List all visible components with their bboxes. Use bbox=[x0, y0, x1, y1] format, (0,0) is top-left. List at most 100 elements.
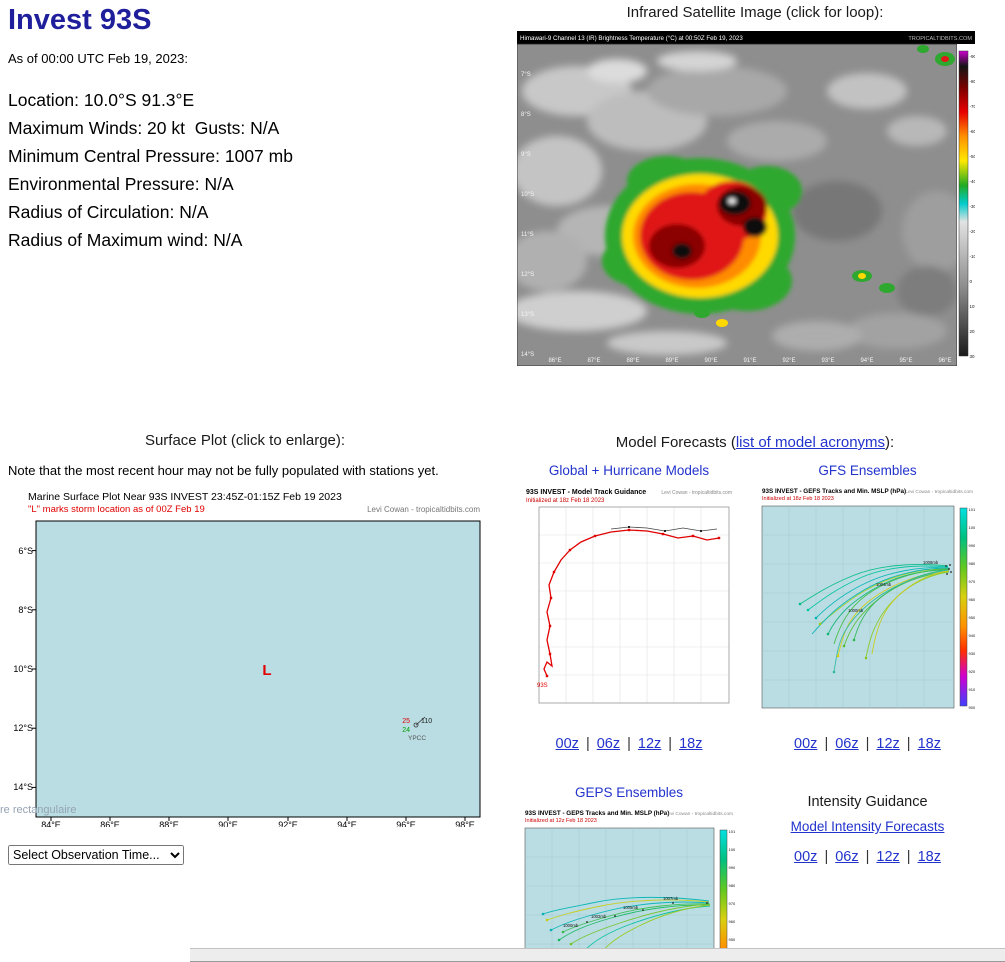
cb-label: 0 bbox=[970, 279, 973, 284]
time-link-18z[interactable]: 18z bbox=[679, 736, 703, 752]
time-link-06z[interactable]: 06z bbox=[835, 736, 859, 752]
heading-prefix: Model Forecasts ( bbox=[615, 434, 736, 451]
satellite-section: Infrared Satellite Image (click for loop… bbox=[505, 0, 1005, 366]
as-of-timestamp: As of 00:00 UTC Feb 19, 2023: bbox=[8, 51, 188, 66]
ir-colorbar bbox=[958, 50, 969, 357]
time-link-12z[interactable]: 12z bbox=[876, 736, 900, 752]
sat-lon-label: 88°E bbox=[626, 358, 639, 364]
sat-lat-label: 10°S bbox=[521, 192, 534, 198]
time-link-00z[interactable]: 00z bbox=[794, 849, 818, 865]
gefs-colorbar bbox=[959, 507, 968, 707]
cb-label: 920 bbox=[969, 669, 976, 674]
gefs-tracks-image[interactable]: 93S INVEST - GEFS Tracks and Min. MSLP (… bbox=[760, 486, 975, 716]
satellite-image[interactable]: Himawari-9 Channel 13 (IR) Brightness Te… bbox=[517, 31, 975, 366]
model-track-guidance-image[interactable]: 93S INVEST - Model Track Guidance Initia… bbox=[523, 486, 735, 716]
track-grid bbox=[539, 507, 729, 703]
time-link-12z[interactable]: 12z bbox=[876, 849, 900, 865]
geps-spaghetti-tracks bbox=[542, 896, 711, 957]
surf-lat-label: 12°S bbox=[13, 723, 33, 733]
sat-lon-label: 86°E bbox=[548, 358, 561, 364]
track-markers bbox=[545, 528, 721, 678]
geps-colorbar bbox=[719, 829, 728, 962]
surface-plot-credit: Levi Cowan - tropicaltidbits.com bbox=[367, 505, 480, 514]
gefs-img-credit: Levi Cowan - tropicaltidbits.com bbox=[905, 489, 973, 495]
cb-label: 10 bbox=[970, 304, 976, 309]
gfs-time-links: 00z | 06z | 12z | 18z bbox=[794, 736, 941, 752]
storm-env-pressure: Environmental Pressure: N/A bbox=[8, 174, 234, 194]
geps-ensembles-link[interactable]: GEPS Ensembles bbox=[574, 785, 684, 800]
global-time-links: 00z | 06z | 12z | 18z bbox=[555, 736, 703, 752]
geps-tracks-image[interactable]: 93S INVEST - GEPS Tracks and Min. MSLP (… bbox=[523, 808, 735, 962]
surf-lon-label: 98°E bbox=[455, 820, 475, 827]
time-link-06z[interactable]: 06z bbox=[835, 849, 859, 865]
bottom-strip bbox=[190, 948, 1005, 962]
cb-label: 950 bbox=[969, 615, 976, 620]
heading-suffix: ): bbox=[885, 434, 895, 451]
track-mslp-label: 1008mb bbox=[923, 560, 939, 565]
cb-label: 1010 bbox=[969, 507, 976, 512]
cb-label: 960 bbox=[729, 919, 736, 924]
time-link-12z[interactable]: 12z bbox=[637, 736, 662, 752]
surf-lat-label: 6°S bbox=[18, 546, 33, 556]
cb-label: 970 bbox=[729, 901, 736, 906]
station-dewpoint: 24 bbox=[402, 727, 410, 734]
sat-lon-label: 90°E bbox=[704, 358, 717, 364]
surf-lat-label: 8°S bbox=[18, 605, 33, 615]
surface-plot-section: Surface Plot (click to enlarge): Note th… bbox=[0, 428, 500, 865]
cb-label: 1000 bbox=[729, 847, 736, 852]
surf-lon-label: 84°E bbox=[41, 820, 61, 827]
geps-marker-cluster bbox=[586, 902, 708, 923]
cb-label: 970 bbox=[969, 579, 976, 584]
model-forecasts-heading: Model Forecasts (list of model acronyms)… bbox=[505, 434, 1005, 451]
gefs-track-endpoints bbox=[798, 602, 868, 674]
sat-lat-label: 7°S bbox=[521, 72, 531, 78]
model-acronyms-link[interactable]: list of model acronyms bbox=[735, 434, 886, 451]
satellite-lon-axis: 86°E 87°E 88°E 89°E 90°E 91°E 92°E 93°E … bbox=[548, 358, 951, 364]
time-link-18z[interactable]: 18z bbox=[917, 849, 941, 865]
sat-lon-label: 92°E bbox=[782, 358, 795, 364]
sat-lon-label: 93°E bbox=[821, 358, 834, 364]
time-link-00z[interactable]: 00z bbox=[555, 736, 579, 752]
surface-lon-axis: 84°E 86°E 88°E 90°E 92°E 94°E 96°E 98°E bbox=[41, 820, 475, 827]
surf-lon-label: 90°E bbox=[218, 820, 238, 827]
cb-label: 980 bbox=[969, 561, 976, 566]
surface-plot-title: Marine Surface Plot Near 93S INVEST 23:4… bbox=[28, 491, 342, 503]
track-mslp-label: 1002mb bbox=[591, 914, 607, 919]
track-markers-secondary bbox=[628, 526, 702, 532]
geps-img-credit: Levi Cowan - tropicaltidbits.com bbox=[665, 811, 733, 817]
surface-plot-image[interactable]: Marine Surface Plot Near 93S INVEST 23:4… bbox=[8, 487, 483, 827]
cb-label: 960 bbox=[969, 597, 976, 602]
intensity-guidance-heading: Intensity Guidance bbox=[807, 794, 928, 810]
track-img-credit: Levi Cowan - tropicaltidbits.com bbox=[661, 490, 732, 496]
cb-label: 900 bbox=[969, 705, 976, 710]
observation-time-select[interactable]: Select Observation Time... bbox=[8, 845, 184, 865]
intensity-guidance-column: Intensity Guidance Model Intensity Forec… bbox=[760, 794, 975, 865]
surf-lon-label: 96°E bbox=[396, 820, 416, 827]
time-link-06z[interactable]: 06z bbox=[596, 736, 621, 752]
storm-max-winds: Maximum Winds: 20 kt Gusts: N/A bbox=[8, 118, 280, 138]
page-title: Invest 93S bbox=[8, 4, 152, 36]
geps-ensembles-column: GEPS Ensembles 93S INVEST - GEPS Tracks … bbox=[523, 784, 735, 962]
cb-label: -10 bbox=[970, 254, 976, 259]
sat-lat-label: 12°S bbox=[521, 272, 534, 278]
model-intensity-forecasts-link[interactable]: Model Intensity Forecasts bbox=[790, 819, 945, 834]
gfs-ensembles-link[interactable]: GFS Ensembles bbox=[818, 463, 917, 478]
time-link-18z[interactable]: 18z bbox=[917, 736, 941, 752]
geps-grid bbox=[525, 828, 714, 962]
track-mslp-label: 1000mb bbox=[563, 923, 579, 928]
surface-lat-axis: 6°S 8°S 10°S 12°S 14°S bbox=[13, 546, 33, 792]
gefs-img-title: 93S INVEST - GEFS Tracks and Min. MSLP (… bbox=[762, 488, 906, 495]
global-models-link[interactable]: Global + Hurricane Models bbox=[548, 463, 710, 478]
gefs-colorbar-labels: 1010 1000 990 980 970 960 950 940 930 92… bbox=[969, 507, 976, 710]
gfs-ensembles-column: GFS Ensembles 93S INVEST - GEFS Tracks a… bbox=[760, 462, 975, 752]
cb-label: 990 bbox=[969, 543, 976, 548]
cb-label: -60 bbox=[970, 129, 976, 134]
track-img-title: 93S INVEST - Model Track Guidance bbox=[526, 489, 646, 496]
station-plot-ypcc: 25 24 110 YPCC bbox=[402, 716, 432, 742]
surface-map bbox=[35, 520, 481, 818]
satellite-image-title: Himawari-9 Channel 13 (IR) Brightness Te… bbox=[520, 35, 743, 42]
cb-label: 910 bbox=[969, 687, 976, 692]
track-mslp-label: 1000mb bbox=[848, 608, 864, 613]
time-link-00z[interactable]: 00z bbox=[794, 736, 818, 752]
intensity-time-links: 00z | 06z | 12z | 18z bbox=[794, 849, 941, 865]
